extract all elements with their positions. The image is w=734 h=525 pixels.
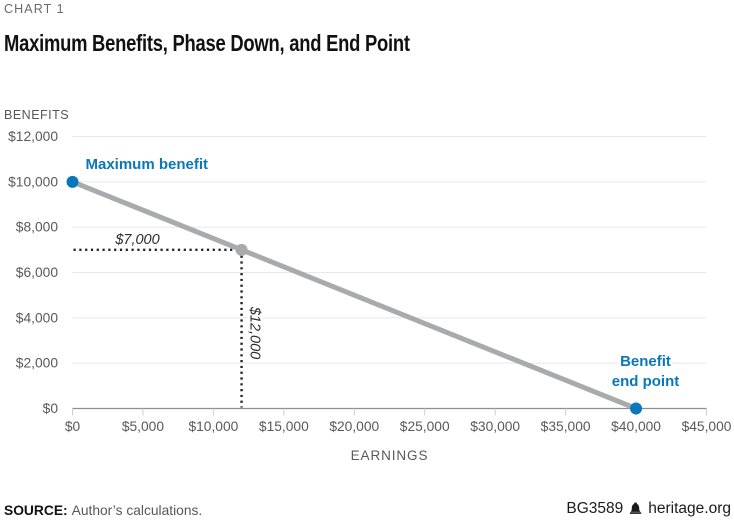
credit: BG3589 heritage.org (566, 500, 731, 518)
annotation-end-point: Benefit end point (612, 353, 680, 390)
marker-end-point (630, 402, 643, 415)
x-tick-label: $10,000 (188, 419, 238, 434)
site-text: heritage.org (648, 500, 731, 517)
y-tick-label: $10,000 (8, 174, 58, 189)
y-tick-label: $8,000 (16, 220, 59, 235)
x-tick-label: $0 (65, 419, 81, 434)
annotation-maximum-benefit: Maximum benefit (86, 156, 209, 173)
y-tick-label: $6,000 (16, 265, 59, 280)
x-tick-label: $25,000 (400, 419, 450, 434)
y-axis-title: BENEFITS (4, 108, 70, 122)
x-tick-label: $15,000 (259, 419, 309, 434)
x-tick-label: $35,000 (541, 419, 591, 434)
x-axis-title: EARNINGS (351, 448, 429, 463)
source-label: SOURCE: (4, 503, 68, 518)
x-tick-label: $40,000 (611, 419, 661, 434)
y-tick-label: $0 (43, 401, 59, 416)
marker-maximum-benefit (66, 175, 79, 188)
x-tick-label: $30,000 (470, 419, 520, 434)
callout-y-label: $7,000 (114, 232, 159, 248)
annotation-end-point-line: end point (612, 373, 680, 390)
source-note: SOURCE: Author’s calculations. (4, 503, 202, 518)
chart-number: CHART 1 (4, 2, 65, 16)
doc-id: BG3589 (566, 500, 624, 517)
y-tick-label: $4,000 (16, 310, 59, 325)
y-tick-label: $2,000 (16, 356, 59, 371)
x-tick-label: $5,000 (122, 419, 165, 434)
y-tick-label: $12,000 (8, 129, 58, 144)
marker-phase-point (235, 243, 248, 256)
annotation-end-point-line: Benefit (620, 353, 671, 370)
callout-x-label: $12,000 (247, 306, 263, 359)
source-text: Author’s calculations. (71, 503, 203, 518)
x-tick-label: $20,000 (329, 419, 379, 434)
page-title: Maximum Benefits, Phase Down, and End Po… (4, 30, 410, 56)
benefit-line (71, 179, 637, 411)
x-tick-label: $45,000 (682, 419, 732, 434)
liberty-bell-icon (630, 502, 642, 514)
